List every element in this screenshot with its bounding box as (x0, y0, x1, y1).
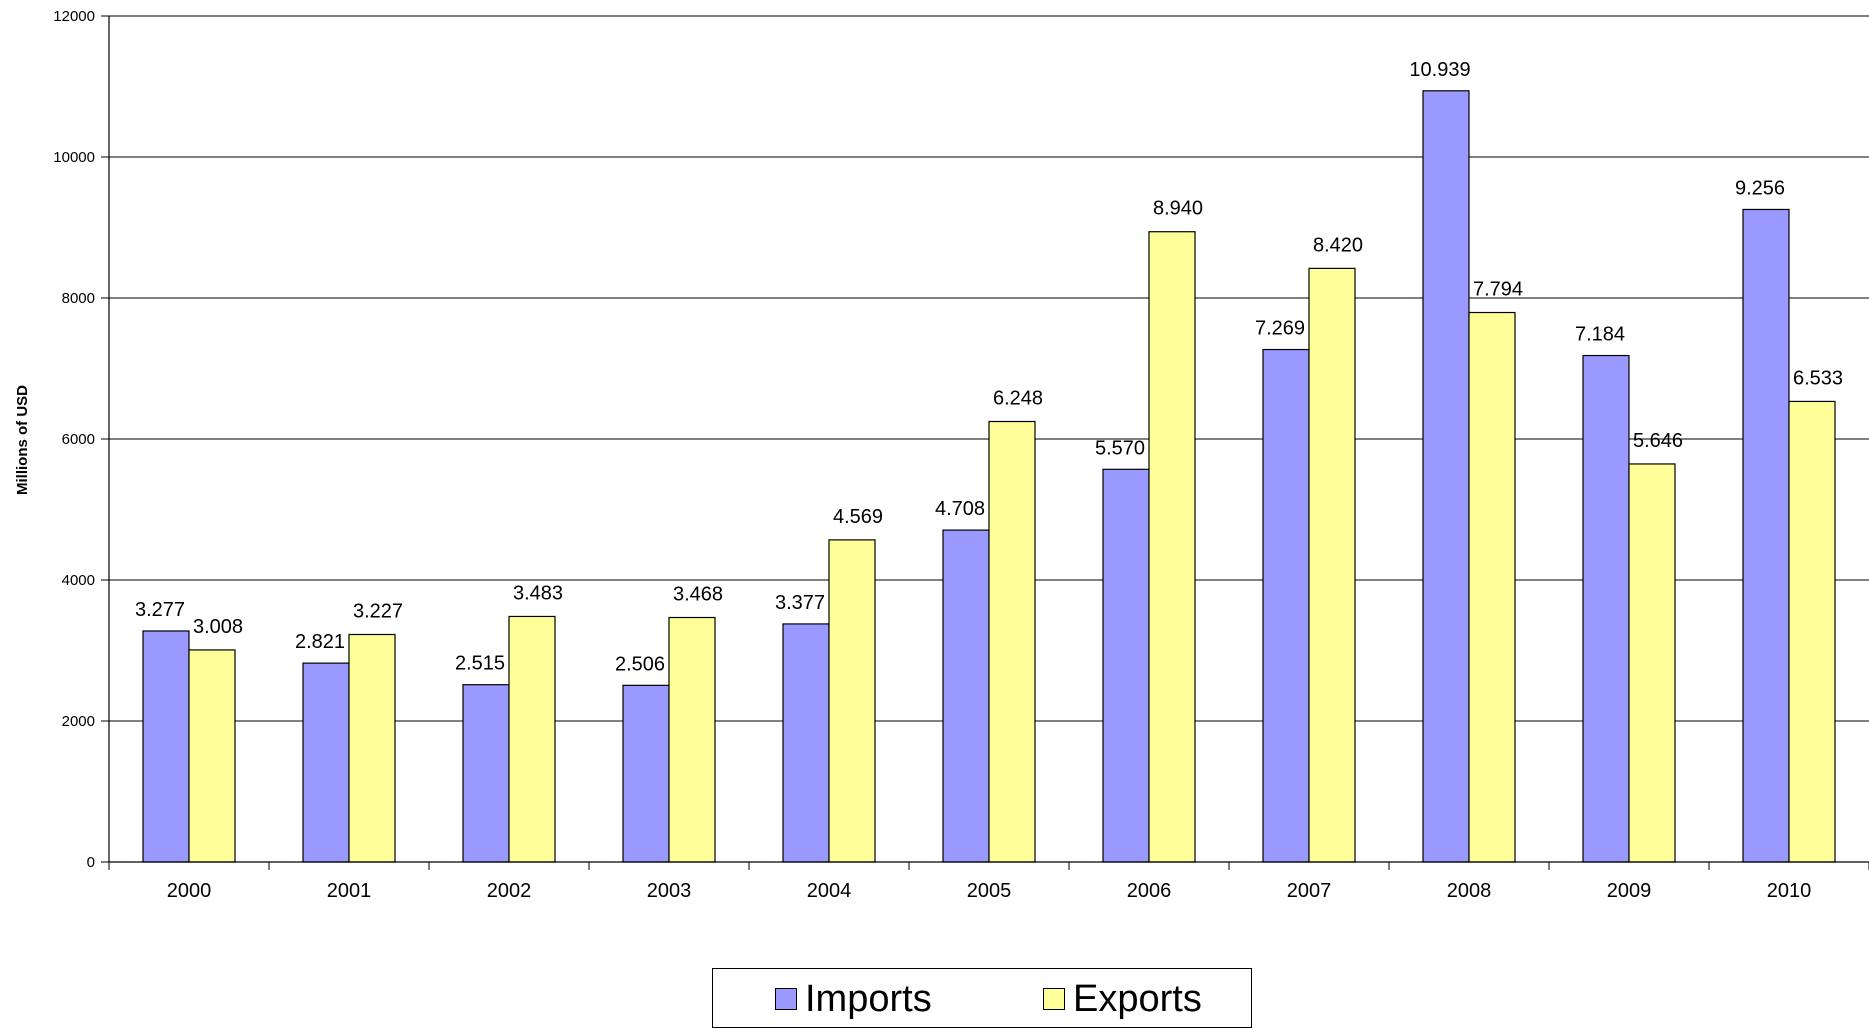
data-label-exports: 3.483 (513, 582, 563, 604)
data-label-exports: 5.646 (1633, 430, 1683, 452)
bar-exports (1628, 463, 1676, 863)
data-label-exports: 3.008 (193, 616, 243, 638)
bar-exports (1468, 311, 1516, 863)
bar-exports (1788, 400, 1836, 863)
bars (142, 90, 1836, 863)
bar-imports (1102, 468, 1150, 863)
x-tick-label: 2005 (967, 880, 1012, 902)
data-label-imports: 4.708 (935, 498, 985, 520)
bar-imports (622, 684, 670, 863)
y-tick-label: 0 (87, 854, 95, 871)
y-tick-label: 12000 (53, 8, 95, 25)
bar-exports (668, 616, 716, 863)
bar-imports (142, 630, 190, 863)
x-tick-label: 2009 (1607, 880, 1652, 902)
legend-label-imports: Imports (805, 978, 932, 1020)
x-tick-label: 2004 (807, 880, 852, 902)
data-label-imports: 2.821 (295, 631, 345, 653)
data-label-imports: 2.506 (615, 653, 665, 675)
data-label-imports: 2.515 (455, 653, 505, 675)
bar-exports (348, 633, 396, 863)
x-tick-label: 2008 (1447, 880, 1492, 902)
data-label-exports: 6.533 (1793, 367, 1843, 389)
data-label-imports: 10.939 (1409, 59, 1470, 81)
bar-exports (508, 615, 556, 863)
bar-exports (188, 649, 236, 863)
y-tick-label: 2000 (62, 713, 95, 730)
legend-label-exports: Exports (1073, 978, 1202, 1020)
legend-item-exports: Exports (1043, 979, 1202, 1019)
bar-imports (1582, 354, 1630, 863)
data-labels: 3.277 3.008 2.821 3.227 2.515 3.483 2.506 3.468… (135, 59, 1843, 676)
bar-exports (1148, 231, 1196, 863)
x-tick-label: 2003 (647, 880, 692, 902)
data-label-exports: 6.248 (993, 388, 1043, 410)
data-label-exports: 8.940 (1153, 198, 1203, 220)
axes: 0 2000 4000 6000 8000 10000 12000 2000 2001 2002 2… (53, 8, 1869, 902)
y-tick-label: 8000 (62, 290, 95, 307)
data-label-imports: 7.184 (1575, 324, 1625, 346)
bar-imports (1422, 90, 1470, 863)
data-label-exports: 3.468 (673, 584, 723, 606)
data-label-exports: 8.420 (1313, 234, 1363, 256)
legend-item-imports: Imports (775, 979, 932, 1019)
data-label-imports: 3.377 (775, 592, 825, 614)
legend-swatch-imports (775, 988, 797, 1010)
x-tick-label: 2001 (327, 880, 372, 902)
y-axis-label: Millions of USD (14, 385, 31, 495)
legend-swatch-exports (1043, 988, 1065, 1010)
y-tick-label: 10000 (53, 149, 95, 166)
data-label-imports: 3.277 (135, 599, 185, 621)
data-label-imports: 7.269 (1255, 318, 1305, 340)
bar-exports (988, 420, 1036, 863)
bar-imports (302, 662, 350, 863)
legend: Imports Exports (712, 968, 1252, 1028)
x-tick-label: 2007 (1287, 880, 1332, 902)
y-tick-label: 4000 (62, 572, 95, 589)
bar-exports (828, 539, 876, 863)
data-label-imports: 9.256 (1735, 177, 1785, 199)
x-tick-label: 2006 (1127, 880, 1172, 902)
bar-exports (1308, 267, 1356, 863)
data-label-exports: 4.569 (833, 506, 883, 528)
x-tick-label: 2010 (1767, 880, 1812, 902)
data-label-exports: 7.794 (1473, 279, 1523, 301)
x-tick-label: 2002 (487, 880, 532, 902)
data-label-imports: 5.570 (1095, 437, 1145, 459)
bar-imports (462, 684, 510, 863)
bar-imports (782, 623, 830, 863)
bar-imports (1262, 348, 1310, 863)
bar-imports (942, 529, 990, 863)
data-label-exports: 3.227 (353, 600, 403, 622)
bar-imports (1742, 208, 1790, 863)
y-tick-label: 6000 (62, 431, 95, 448)
x-tick-label: 2000 (167, 880, 212, 902)
